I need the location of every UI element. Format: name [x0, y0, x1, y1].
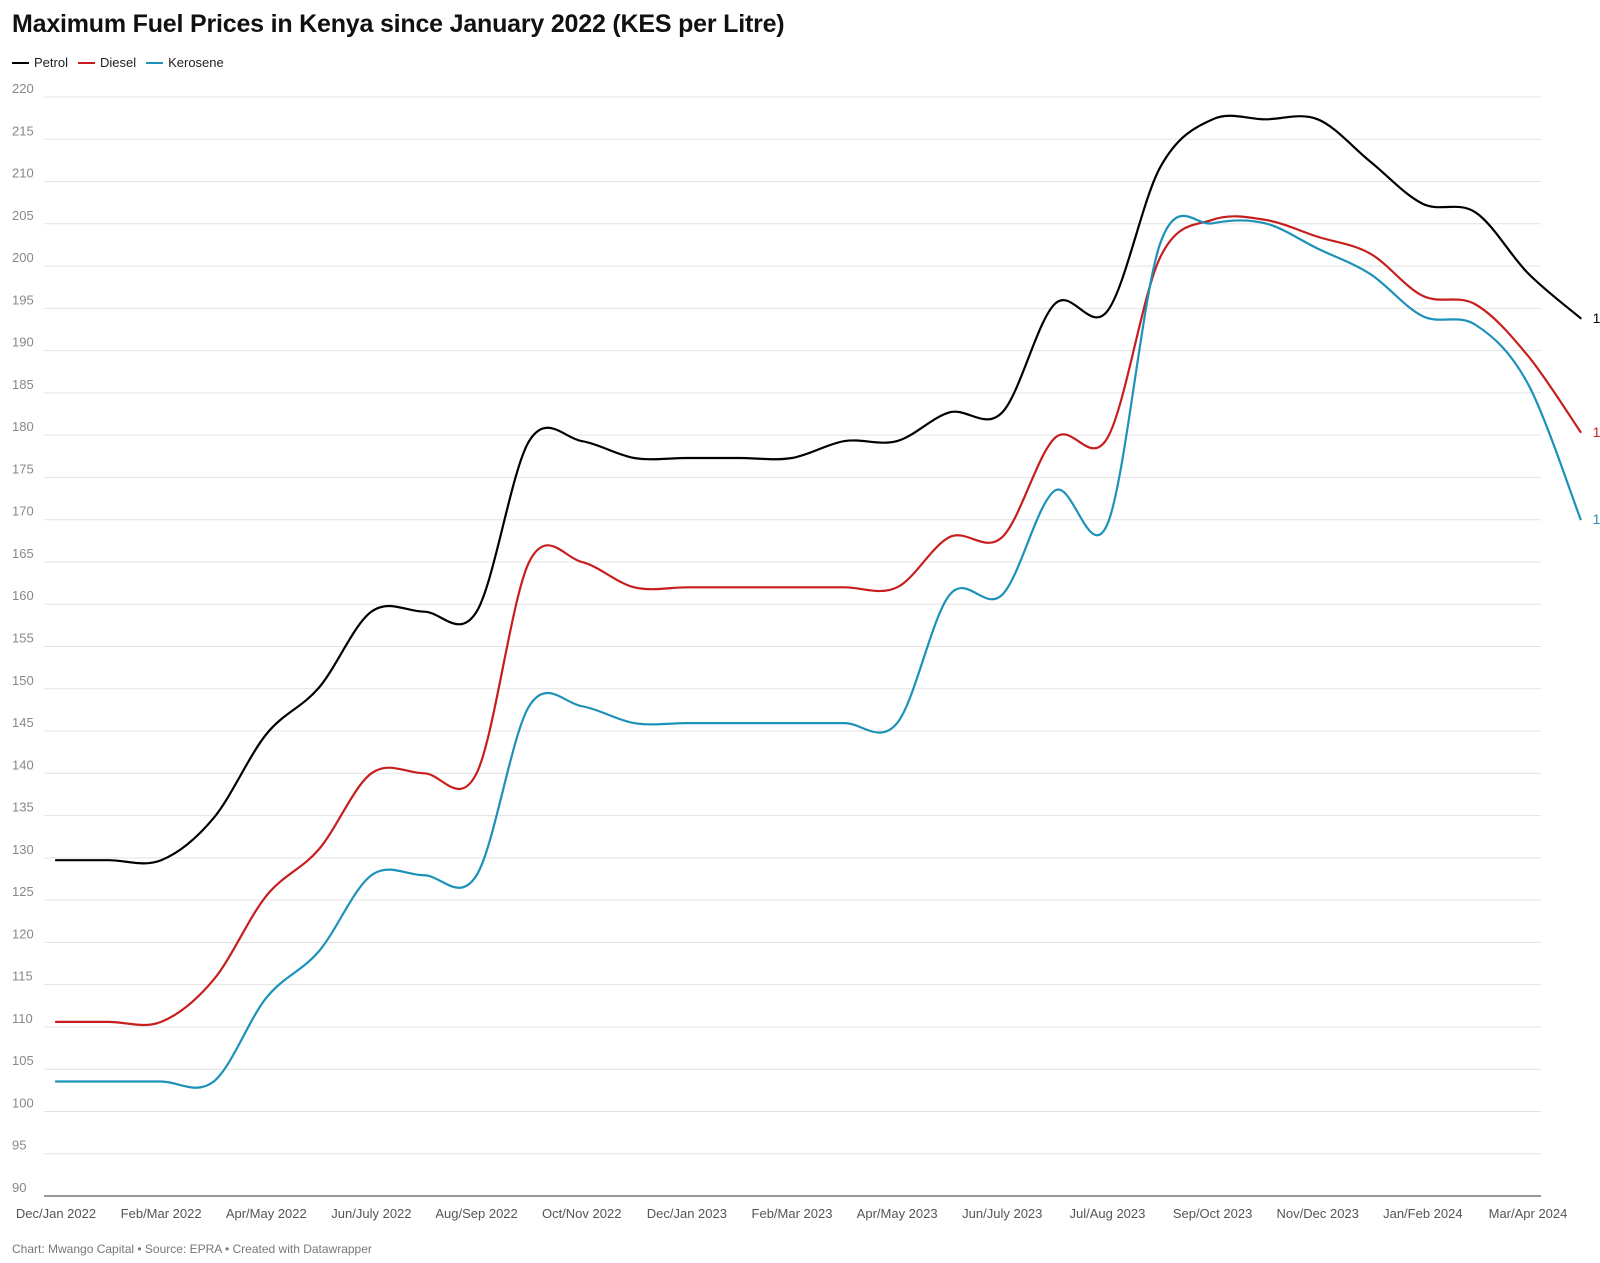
- x-tick-label: Jun/July 2023: [962, 1206, 1042, 1221]
- x-tick-label: Jul/Aug 2023: [1069, 1206, 1145, 1221]
- x-tick-label: Aug/Sep 2022: [435, 1206, 517, 1221]
- y-tick-label: 105: [12, 1053, 34, 1068]
- legend-label-diesel: Diesel: [99, 55, 137, 70]
- x-tick-label: Feb/Mar 2023: [752, 1206, 833, 1221]
- x-tick-label: Feb/Mar 2022: [121, 1206, 202, 1221]
- x-axis: Dec/Jan 2022 Feb/Mar 2022 Apr/May 2022 Jun/…: [16, 1206, 1568, 1221]
- series-line-petrol[interactable]: [54, 114, 1582, 865]
- y-tick-label: 120: [12, 926, 34, 941]
- line-chart: 220 215 210 205 200 195 190 185 180 175 170 165 160 1…: [12, 81, 1600, 1221]
- series-line-kerosene[interactable]: [54, 214, 1582, 1089]
- y-tick-label: 130: [12, 842, 34, 857]
- y-tick-label: 95: [12, 1138, 26, 1153]
- x-tick-label: Mar/Apr 2024: [1489, 1206, 1568, 1221]
- y-tick-label: 140: [12, 757, 34, 772]
- y-tick-label: 190: [12, 335, 34, 350]
- end-label-diesel: 180.38: [1593, 424, 1600, 440]
- y-tick-label: 150: [12, 673, 34, 688]
- y-tick-label: 215: [12, 123, 34, 138]
- y-tick-label: 155: [12, 631, 34, 646]
- legend-item-kerosene[interactable]: Kerosene: [146, 55, 224, 70]
- x-tick-label: Jun/July 2022: [331, 1206, 411, 1221]
- y-tick-label: 160: [12, 588, 34, 603]
- y-tick-label: 200: [12, 250, 34, 265]
- x-tick-label: Nov/Dec 2023: [1277, 1206, 1359, 1221]
- y-tick-label: 110: [12, 1011, 33, 1026]
- legend-swatch-diesel: [77, 61, 95, 64]
- legend-label-petrol: Petrol: [34, 55, 68, 70]
- y-tick-label: 125: [12, 884, 34, 899]
- legend-label-kerosene: Kerosene: [168, 55, 224, 70]
- x-tick-label: Dec/Jan 2023: [647, 1206, 727, 1221]
- grid-layer: [44, 96, 1541, 1197]
- chart-legend: Petrol Diesel Kerosene: [12, 55, 234, 70]
- x-tick-label: Apr/May 2023: [857, 1206, 938, 1221]
- y-tick-label: 175: [12, 461, 34, 476]
- x-tick-label: Apr/May 2022: [226, 1206, 307, 1221]
- legend-item-petrol[interactable]: Petrol: [12, 55, 68, 70]
- y-tick-label: 180: [12, 419, 34, 434]
- legend-item-diesel[interactable]: Diesel: [77, 55, 137, 70]
- y-tick-label: 145: [12, 715, 34, 730]
- x-tick-label: Oct/Nov 2022: [542, 1206, 622, 1221]
- end-labels: 193.84 180.38 170.06: [1593, 310, 1600, 527]
- legend-swatch-petrol: [12, 61, 29, 64]
- legend-swatch-kerosene: [146, 61, 164, 64]
- y-tick-label: 195: [12, 292, 34, 307]
- y-tick-label: 170: [12, 504, 34, 519]
- y-tick-label: 135: [12, 800, 34, 815]
- x-tick-label: Sep/Oct 2023: [1173, 1206, 1253, 1221]
- y-tick-label: 205: [12, 208, 34, 223]
- y-tick-label: 210: [12, 166, 34, 181]
- series-line-diesel[interactable]: [54, 215, 1582, 1027]
- y-tick-label: 185: [12, 377, 34, 392]
- x-tick-label: Dec/Jan 2022: [16, 1206, 96, 1221]
- y-axis: 220 215 210 205 200 195 190 185 180 175 170 165 160 1…: [12, 81, 34, 1195]
- y-tick-label: 165: [12, 546, 34, 561]
- end-label-petrol: 193.84: [1593, 310, 1600, 326]
- y-tick-label: 115: [12, 969, 33, 984]
- y-tick-label: 220: [12, 81, 34, 96]
- chart-title: Maximum Fuel Prices in Kenya since Janua…: [12, 10, 785, 38]
- series-layer: [54, 114, 1582, 1089]
- chart-credit: Chart: Mwango Capital • Source: EPRA • C…: [12, 1242, 372, 1256]
- end-label-kerosene: 170.06: [1593, 511, 1600, 527]
- y-tick-label: 100: [12, 1095, 34, 1110]
- x-tick-label: Jan/Feb 2024: [1383, 1206, 1463, 1221]
- y-tick-label: 90: [12, 1180, 26, 1195]
